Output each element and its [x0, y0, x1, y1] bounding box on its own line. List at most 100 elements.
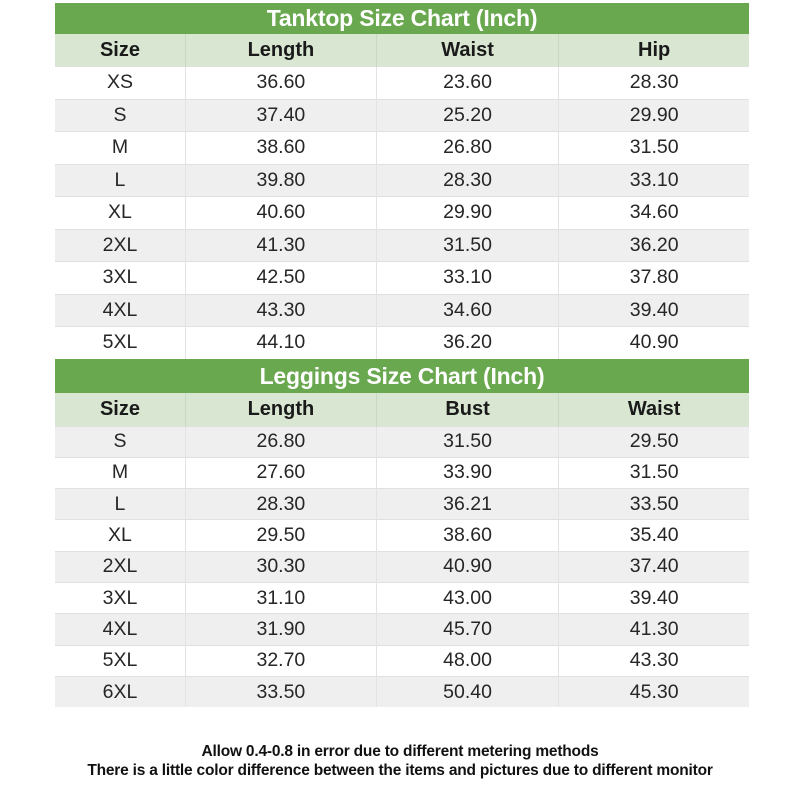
size-cell: 5XL — [55, 326, 186, 359]
measurement-cell: 38.60 — [375, 519, 559, 552]
table-row: M 38.60 26.80 31.50 — [55, 131, 749, 164]
measurement-cell: 41.30 — [184, 228, 377, 262]
measurement-cell: 39.80 — [184, 163, 377, 197]
measurement-cell: 36.21 — [375, 488, 559, 520]
size-cell: 2XL — [55, 550, 186, 583]
column-header-size: Size — [55, 34, 186, 67]
size-cell: 6XL — [55, 675, 186, 708]
measurement-cell: 42.50 — [184, 261, 377, 294]
measurement-cell: 45.30 — [558, 675, 749, 708]
measurement-cell: 34.60 — [558, 196, 749, 229]
measurement-cell: 33.10 — [375, 261, 559, 294]
footer-note-color-difference: There is a little color difference betwe… — [87, 762, 713, 780]
tanktop-table-body: XS 36.60 23.60 28.30 S 37.40 25.20 29.90 M 38.60 2… — [55, 66, 749, 359]
measurement-cell: 41.30 — [558, 613, 749, 646]
size-cell: XL — [55, 519, 186, 552]
measurement-cell: 28.30 — [184, 488, 377, 520]
size-cell: L — [55, 488, 186, 520]
column-header-hip: Hip — [558, 34, 749, 67]
measurement-cell: 39.40 — [558, 293, 749, 327]
table-row: 4XL 43.30 34.60 39.40 — [55, 293, 749, 327]
size-cell: 2XL — [55, 228, 186, 262]
measurement-cell: 26.80 — [375, 131, 559, 164]
leggings-size-chart-section: Leggings Size Chart (Inch) Size Length B… — [55, 358, 749, 708]
measurement-cell: 25.20 — [375, 98, 559, 132]
column-header-waist: Waist — [375, 34, 559, 67]
measurement-cell: 28.30 — [558, 66, 749, 99]
leggings-table: Size Length Bust Waist S 26.80 31.50 29.50 M… — [55, 392, 749, 708]
column-header-waist: Waist — [558, 392, 749, 426]
measurement-cell: 35.40 — [558, 519, 749, 552]
table-row: S 26.80 31.50 29.50 — [55, 425, 749, 458]
measurement-cell: 39.40 — [558, 581, 749, 614]
size-cell: S — [55, 425, 186, 458]
table-row: 3XL 42.50 33.10 37.80 — [55, 261, 749, 294]
size-cell: XL — [55, 196, 186, 229]
column-header-length: Length — [184, 392, 377, 426]
size-cell: L — [55, 163, 186, 197]
measurement-cell: 31.50 — [558, 456, 749, 489]
measurement-cell: 33.90 — [375, 456, 559, 489]
measurement-cell: 43.00 — [375, 581, 559, 614]
measurement-cell: 29.50 — [184, 519, 377, 552]
table-row: M 27.60 33.90 31.50 — [55, 456, 749, 489]
tanktop-header-row: Size Length Waist Hip — [55, 34, 749, 67]
column-header-size: Size — [55, 392, 186, 426]
measurement-cell: 40.90 — [375, 550, 559, 583]
measurement-cell: 40.60 — [184, 196, 377, 229]
measurement-cell: 31.50 — [375, 425, 559, 458]
measurement-cell: 43.30 — [558, 644, 749, 677]
size-cell: 5XL — [55, 644, 186, 677]
measurement-cell: 36.20 — [375, 326, 559, 359]
measurement-cell: 43.30 — [184, 293, 377, 327]
table-row: 2XL 30.30 40.90 37.40 — [55, 550, 749, 583]
leggings-chart-title: Leggings Size Chart (Inch) — [55, 358, 749, 393]
table-row: L 39.80 28.30 33.10 — [55, 163, 749, 197]
size-cell: XS — [55, 66, 186, 99]
size-chart-page: Tanktop Size Chart (Inch) Size Length Wa… — [0, 3, 800, 780]
column-header-bust: Bust — [375, 392, 559, 426]
measurement-cell: 34.60 — [375, 293, 559, 327]
measurement-cell: 33.50 — [184, 675, 377, 708]
tanktop-table: Size Length Waist Hip XS 36.60 23.60 28.30 S… — [55, 34, 749, 359]
size-cell: 3XL — [55, 261, 186, 294]
measurement-cell: 36.20 — [558, 228, 749, 262]
table-row: 3XL 31.10 43.00 39.40 — [55, 581, 749, 614]
tanktop-size-chart-section: Tanktop Size Chart (Inch) Size Length Wa… — [55, 3, 749, 359]
size-cell: M — [55, 456, 186, 489]
measurement-cell: 31.50 — [375, 228, 559, 262]
measurement-cell: 37.40 — [184, 98, 377, 132]
table-row: 5XL 44.10 36.20 40.90 — [55, 326, 749, 359]
footer-notes: Allow 0.4-0.8 in error due to different … — [0, 742, 800, 780]
measurement-cell: 50.40 — [375, 675, 559, 708]
size-cell: S — [55, 98, 186, 132]
size-cell: 4XL — [55, 613, 186, 646]
measurement-cell: 45.70 — [375, 613, 559, 646]
measurement-cell: 29.90 — [558, 98, 749, 132]
measurement-cell: 29.50 — [558, 425, 749, 458]
measurement-cell: 33.10 — [558, 163, 749, 197]
footer-note-error-tolerance: Allow 0.4-0.8 in error due to different … — [201, 743, 599, 761]
column-header-length: Length — [184, 34, 377, 67]
table-row: S 37.40 25.20 29.90 — [55, 98, 749, 132]
measurement-cell: 31.50 — [558, 131, 749, 164]
measurement-cell: 27.60 — [184, 456, 377, 489]
measurement-cell: 31.90 — [184, 613, 377, 646]
measurement-cell: 26.80 — [184, 425, 377, 458]
table-row: L 28.30 36.21 33.50 — [55, 488, 749, 520]
table-row: XS 36.60 23.60 28.30 — [55, 66, 749, 99]
table-row: XL 40.60 29.90 34.60 — [55, 196, 749, 229]
measurement-cell: 38.60 — [184, 131, 377, 164]
leggings-table-body: S 26.80 31.50 29.50 M 27.60 33.90 31.50 L 28.30 36… — [55, 425, 749, 708]
measurement-cell: 30.30 — [184, 550, 377, 583]
measurement-cell: 37.40 — [558, 550, 749, 583]
measurement-cell: 23.60 — [375, 66, 559, 99]
measurement-cell: 28.30 — [375, 163, 559, 197]
table-row: 4XL 31.90 45.70 41.30 — [55, 613, 749, 646]
size-cell: M — [55, 131, 186, 164]
measurement-cell: 33.50 — [558, 488, 749, 520]
table-row: 5XL 32.70 48.00 43.30 — [55, 644, 749, 677]
leggings-header-row: Size Length Bust Waist — [55, 392, 749, 426]
tanktop-chart-title: Tanktop Size Chart (Inch) — [55, 3, 749, 34]
measurement-cell: 31.10 — [184, 581, 377, 614]
